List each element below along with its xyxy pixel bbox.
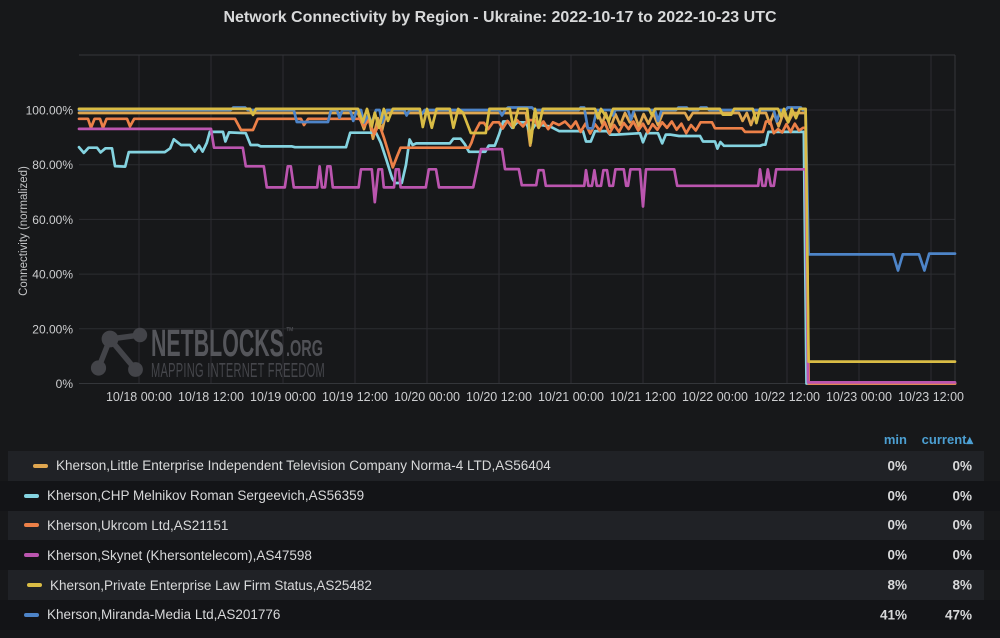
legend-sort-min[interactable]: min [883, 432, 907, 447]
x-tick-label: 10/19 12:00 [322, 390, 388, 404]
watermark-logo-node [90, 360, 107, 376]
x-tick-label: 10/20 12:00 [466, 390, 532, 404]
watermark-brand: NETBLOCKS [151, 321, 284, 364]
watermark-tagline: MAPPING INTERNET FREEDOM [151, 360, 325, 382]
x-tick-label: 10/18 12:00 [178, 390, 244, 404]
series-min-value: 0% [887, 547, 907, 563]
series-current-value: 0% [952, 488, 972, 504]
legend-header: min current▴ [0, 429, 1000, 451]
connectivity-chart[interactable]: 100.00% 80.00% 60.00% 40.00% 20.00% 0% 10/18 0… [0, 0, 1000, 429]
x-tick-label: 10/22 12:00 [754, 390, 820, 404]
x-tick-label: 10/23 12:00 [898, 390, 964, 404]
watermark-suffix: .ORG [286, 337, 323, 362]
series-current-value: 0% [952, 458, 972, 474]
y-axis-title: Connectivity (normalized) [18, 166, 30, 296]
sort-ascending-icon: ▴ [966, 432, 973, 447]
series-label[interactable]: Kherson,Ukrcom Ltd,AS21151 [47, 517, 229, 533]
series-label[interactable]: Kherson,Miranda-Media Ltd,AS201776 [47, 607, 281, 623]
series-min-value: 0% [887, 517, 907, 533]
watermark-trademark: ™ [286, 325, 294, 339]
series-color-swatch[interactable] [24, 523, 39, 528]
x-tick-label: 10/19 00:00 [250, 390, 316, 404]
y-tick-label: 20.00% [32, 322, 73, 336]
legend-row: Kherson,Little Enterprise Independent Te… [0, 451, 1000, 481]
y-tick-label: 80.00% [32, 158, 73, 172]
series-current-value: 0% [952, 547, 972, 563]
series-min-value: 0% [887, 458, 907, 474]
series-color-swatch[interactable] [24, 553, 39, 558]
series-line-4 [77, 127, 957, 384]
series-line-5 [77, 107, 957, 363]
y-tick-label: 60.00% [32, 213, 73, 227]
x-tick-label: 10/21 12:00 [610, 390, 676, 404]
series-min-value: 0% [887, 488, 907, 504]
x-tick-label: 10/21 00:00 [538, 390, 604, 404]
series-color-swatch[interactable] [24, 612, 39, 617]
y-tick-label: 100.00% [26, 104, 74, 118]
panel-title: Network Connectivity by Region - Ukraine… [223, 9, 777, 26]
series-min-value: 41% [879, 607, 907, 623]
y-tick-label: 0% [56, 377, 74, 391]
series-color-swatch[interactable] [24, 493, 39, 498]
watermark-logo-node [128, 362, 143, 377]
legend-row: Kherson,CHP Melnikov Roman Sergeevich,AS… [0, 480, 1000, 511]
series-label[interactable]: Kherson,CHP Melnikov Roman Sergeevich,AS… [47, 488, 365, 504]
series-label[interactable]: Kherson,Little Enterprise Independent Te… [56, 458, 551, 474]
legend-row: Kherson,Private Enterprise Law Firm Stat… [0, 570, 1000, 600]
x-tick-label: 10/22 00:00 [682, 390, 748, 404]
legend-row: Kherson,Skynet (Khersontelecom),AS47598 0… [0, 540, 1000, 571]
series-current-value: 47% [944, 607, 972, 623]
legend-row: Kherson,Miranda-Media Ltd,AS201776 41% 47% [0, 599, 1000, 630]
series-color-swatch[interactable] [27, 583, 42, 588]
series-label[interactable]: Kherson,Skynet (Khersontelecom),AS47598 [47, 547, 312, 563]
y-tick-label: 40.00% [32, 268, 73, 282]
series-current-value: 0% [952, 517, 972, 533]
legend-sort-current[interactable]: current▴ [921, 432, 973, 447]
x-tick-label: 10/23 00:00 [826, 390, 892, 404]
series-line-2 [77, 120, 957, 385]
x-tick-label: 10/18 00:00 [106, 390, 172, 404]
series-label[interactable]: Kherson,Private Enterprise Law Firm Stat… [50, 577, 372, 593]
legend-row: Kherson,Ukrcom Ltd,AS21151 0% 0% [0, 510, 1000, 541]
series-color-swatch[interactable] [33, 463, 48, 468]
series-min-value: 8% [887, 577, 907, 593]
watermark-logo-node [132, 327, 148, 343]
watermark-logo-node [101, 330, 119, 348]
legend-table: min current▴ Kherson,Little Enterprise I… [0, 429, 1000, 630]
series-current-value: 8% [952, 577, 972, 593]
x-tick-label: 10/20 00:00 [394, 390, 460, 404]
